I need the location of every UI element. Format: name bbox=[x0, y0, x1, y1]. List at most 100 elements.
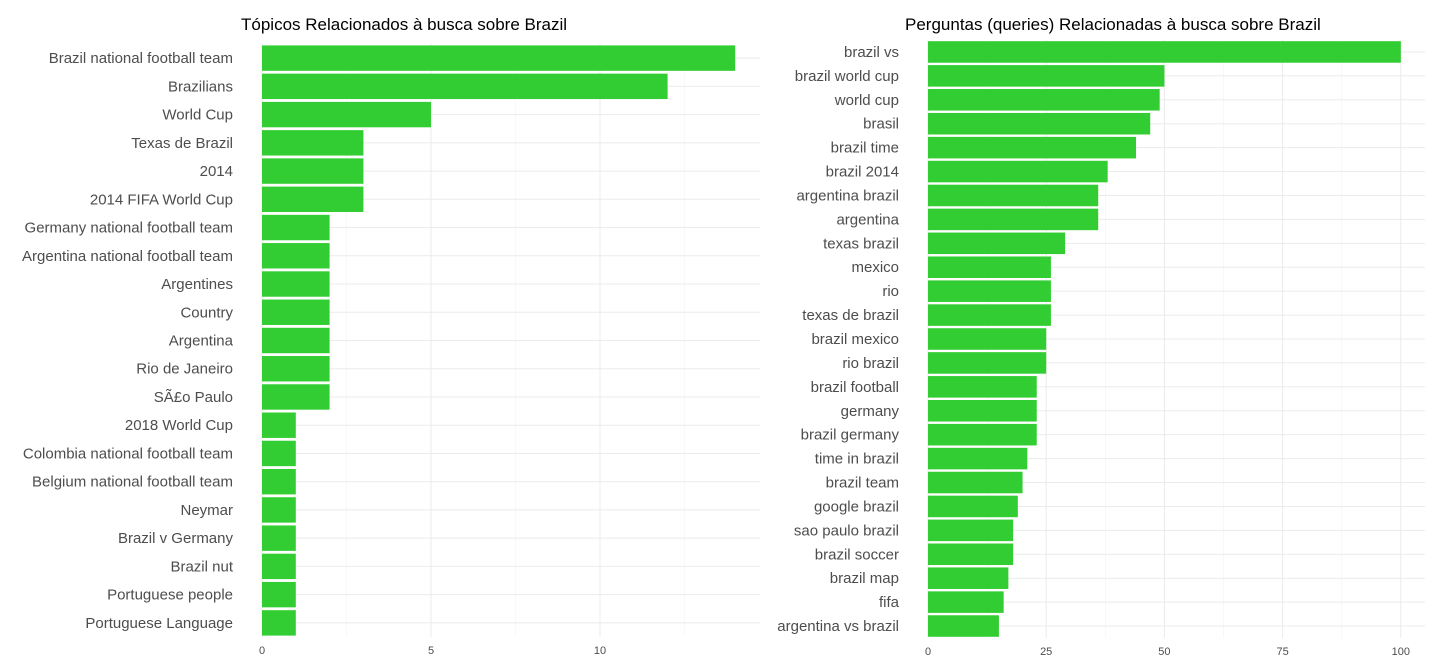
bar bbox=[262, 271, 330, 297]
bar bbox=[928, 304, 1051, 326]
bar bbox=[928, 352, 1047, 374]
bar bbox=[262, 243, 330, 269]
bar bbox=[262, 553, 296, 580]
bar bbox=[262, 214, 330, 241]
x-tick-label: 75 bbox=[1276, 646, 1288, 658]
category-label: Texas de Brazil bbox=[131, 135, 233, 152]
bar bbox=[262, 45, 736, 71]
category-label: google brazil bbox=[814, 498, 899, 515]
bar bbox=[928, 591, 1004, 613]
category-label: brazil map bbox=[830, 570, 899, 587]
bar bbox=[928, 65, 1165, 87]
category-label: argentina bbox=[836, 211, 899, 228]
bar bbox=[928, 112, 1151, 135]
bar bbox=[262, 412, 296, 438]
chart-title: Tópicos Relacionados à busca sobre Brazi… bbox=[241, 15, 567, 34]
queries-chart: Perguntas (queries) Relacionadas à busca… bbox=[777, 15, 1425, 658]
category-label: Argentina national football team bbox=[22, 248, 233, 265]
x-tick-label: 0 bbox=[259, 645, 265, 657]
x-tick-label: 5 bbox=[428, 645, 434, 657]
grid bbox=[927, 40, 1425, 638]
bar bbox=[928, 447, 1028, 470]
bar bbox=[262, 158, 364, 184]
bar bbox=[262, 440, 296, 467]
category-label: brazil time bbox=[831, 140, 899, 157]
bar bbox=[928, 495, 1018, 518]
bar bbox=[928, 615, 999, 637]
bar bbox=[262, 299, 330, 325]
bar bbox=[262, 356, 330, 382]
bar bbox=[262, 468, 296, 495]
bar bbox=[262, 130, 364, 156]
bar bbox=[928, 232, 1066, 255]
category-label: Germany national football team bbox=[25, 220, 233, 237]
x-tick-label: 100 bbox=[1392, 646, 1410, 658]
category-label: Neymar bbox=[180, 502, 233, 519]
bar bbox=[928, 423, 1037, 446]
topics-chart: Tópicos Relacionados à busca sobre Brazi… bbox=[22, 15, 760, 657]
bar bbox=[928, 136, 1137, 159]
category-label: Brazilians bbox=[168, 78, 233, 95]
category-label: texas brazil bbox=[823, 235, 899, 252]
category-label: brazil germany bbox=[801, 427, 900, 444]
category-label: brazil mexico bbox=[811, 331, 899, 348]
category-label: argentina vs brazil bbox=[777, 618, 899, 635]
bar bbox=[928, 41, 1401, 63]
category-label: Rio de Janeiro bbox=[136, 361, 233, 378]
bar bbox=[262, 581, 296, 608]
category-label: Brazil national football team bbox=[49, 50, 233, 67]
category-label: 2014 FIFA World Cup bbox=[90, 191, 233, 208]
bar bbox=[928, 89, 1160, 111]
category-label: brazil soccer bbox=[815, 546, 899, 563]
bar bbox=[262, 327, 330, 354]
category-label: brasil bbox=[863, 116, 899, 133]
category-label: Portuguese people bbox=[107, 587, 233, 604]
bar bbox=[262, 384, 330, 410]
bar bbox=[928, 543, 1014, 566]
bar bbox=[262, 525, 296, 551]
category-label: time in brazil bbox=[815, 451, 899, 468]
category-label: SÃ£o Paulo bbox=[154, 389, 233, 406]
category-label: rio bbox=[882, 283, 899, 300]
x-tick-label: 25 bbox=[1040, 646, 1052, 658]
bar bbox=[928, 519, 1014, 542]
bar bbox=[262, 73, 668, 100]
x-tick-label: 0 bbox=[925, 646, 931, 658]
bar bbox=[928, 399, 1037, 422]
category-label: Portuguese Language bbox=[85, 615, 233, 632]
bar bbox=[262, 186, 364, 213]
category-label: sao paulo brazil bbox=[794, 522, 899, 539]
bar bbox=[928, 208, 1099, 231]
category-label: Argentines bbox=[161, 276, 233, 293]
category-label: argentina brazil bbox=[796, 187, 899, 204]
category-label: fifa bbox=[879, 594, 900, 611]
category-label: World Cup bbox=[162, 107, 233, 124]
category-label: world cup bbox=[834, 92, 899, 109]
x-tick-label: 10 bbox=[594, 645, 606, 657]
bar bbox=[262, 497, 296, 523]
bar bbox=[928, 567, 1009, 589]
chart-title: Perguntas (queries) Relacionadas à busca… bbox=[905, 15, 1321, 34]
category-label: Argentina bbox=[169, 333, 234, 350]
category-label: mexico bbox=[851, 259, 899, 276]
category-label: Country bbox=[180, 304, 233, 321]
category-label: brazil vs bbox=[844, 44, 899, 61]
bar bbox=[928, 376, 1037, 398]
bar bbox=[928, 184, 1099, 207]
category-label: Brazil v Germany bbox=[118, 530, 234, 547]
category-label: texas de brazil bbox=[802, 307, 899, 324]
bar bbox=[928, 160, 1108, 183]
x-tick-label: 50 bbox=[1158, 646, 1170, 658]
category-label: Colombia national football team bbox=[23, 445, 233, 462]
category-label: 2018 World Cup bbox=[125, 417, 233, 434]
category-label: Belgium national football team bbox=[32, 474, 233, 491]
category-label: Brazil nut bbox=[170, 558, 233, 575]
bar bbox=[928, 256, 1051, 279]
bar bbox=[928, 471, 1023, 494]
bar bbox=[262, 610, 296, 636]
category-label: brazil world cup bbox=[795, 68, 899, 85]
category-label: brazil football bbox=[811, 379, 899, 396]
category-label: 2014 bbox=[200, 163, 233, 180]
